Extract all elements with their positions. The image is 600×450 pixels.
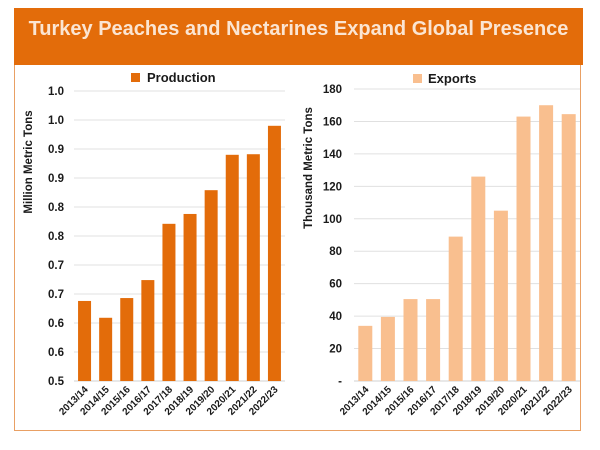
exports-y-tick-label: 100 xyxy=(323,214,342,226)
production-y-axis-label: Million Metric Tons xyxy=(23,110,35,213)
exports-bar xyxy=(493,210,508,381)
production-bar xyxy=(183,213,197,381)
exports-bar xyxy=(448,236,463,381)
exports-legend-swatch xyxy=(413,74,422,83)
exports-y-tick-label: 20 xyxy=(329,344,342,356)
exports-y-tick-label: - xyxy=(338,376,342,388)
exports-gridlines xyxy=(354,88,580,382)
production-bar xyxy=(204,190,218,381)
exports-legend-label: Exports xyxy=(428,71,476,86)
production-y-tick-label: 0.5 xyxy=(48,376,65,388)
exports-y-tick-label: 40 xyxy=(329,311,342,323)
exports-x-ticks: 2013/142014/152015/162016/172017/182018/… xyxy=(338,384,575,418)
production-bar xyxy=(141,280,155,381)
exports-y-tick-label: 160 xyxy=(323,116,342,128)
production-bar xyxy=(225,154,239,381)
exports-bar xyxy=(561,114,576,382)
production-y-ticks: 0.5 0.6 0.6 0.7 0.7 0.8 0.8 0.9 0.9 1.0 1.0 xyxy=(48,86,65,388)
exports-bar xyxy=(403,299,418,381)
production-bar xyxy=(78,300,92,381)
exports-chart: - 20 40 60 80 100 120 140 160 180 2013/142014/152… xyxy=(303,71,580,418)
production-y-tick-label: 1.0 xyxy=(48,86,64,98)
production-y-tick-label: 0.9 xyxy=(48,173,64,185)
exports-y-tick-label: 140 xyxy=(323,149,342,161)
production-legend-swatch xyxy=(131,73,140,82)
production-legend-label: Production xyxy=(147,70,216,85)
exports-bar xyxy=(539,105,554,381)
production-bars xyxy=(78,125,281,381)
exports-bar xyxy=(380,316,395,381)
exports-y-axis-label: Thousand Metric Tons xyxy=(303,107,315,229)
production-y-tick-label: 0.8 xyxy=(48,202,65,214)
production-y-tick-label: 0.8 xyxy=(48,231,65,243)
production-x-ticks: 2013/142014/152015/162016/172017/182018/… xyxy=(57,384,281,418)
exports-y-tick-label: 80 xyxy=(329,246,342,258)
exports-bar xyxy=(358,325,373,381)
production-bar xyxy=(267,125,281,381)
exports-bar xyxy=(516,116,531,382)
production-y-tick-label: 0.7 xyxy=(48,260,64,272)
exports-bar xyxy=(426,299,441,381)
production-bar xyxy=(120,298,134,381)
production-y-tick-label: 0.7 xyxy=(48,289,64,301)
production-y-tick-label: 0.6 xyxy=(48,318,64,330)
production-chart: 0.5 0.6 0.6 0.7 0.7 0.8 0.8 0.9 0.9 1.0 1.0 2013/1… xyxy=(23,70,285,418)
exports-y-tick-label: 180 xyxy=(323,84,342,96)
production-bar xyxy=(162,223,176,381)
exports-y-tick-label: 120 xyxy=(323,181,342,193)
exports-bars xyxy=(358,105,576,382)
header-banner: Turkey Peaches and Nectarines Expand Glo… xyxy=(14,8,583,65)
exports-bar xyxy=(471,176,486,381)
exports-y-ticks: - 20 40 60 80 100 120 140 160 180 xyxy=(323,84,342,388)
exports-y-tick-label: 60 xyxy=(329,279,342,291)
production-y-tick-label: 0.6 xyxy=(48,347,64,359)
production-y-tick-label: 1.0 xyxy=(48,115,64,127)
production-y-tick-label: 0.9 xyxy=(48,144,64,156)
production-bar xyxy=(246,154,260,381)
page-title: Turkey Peaches and Nectarines Expand Glo… xyxy=(28,18,569,40)
production-bar xyxy=(99,317,113,381)
